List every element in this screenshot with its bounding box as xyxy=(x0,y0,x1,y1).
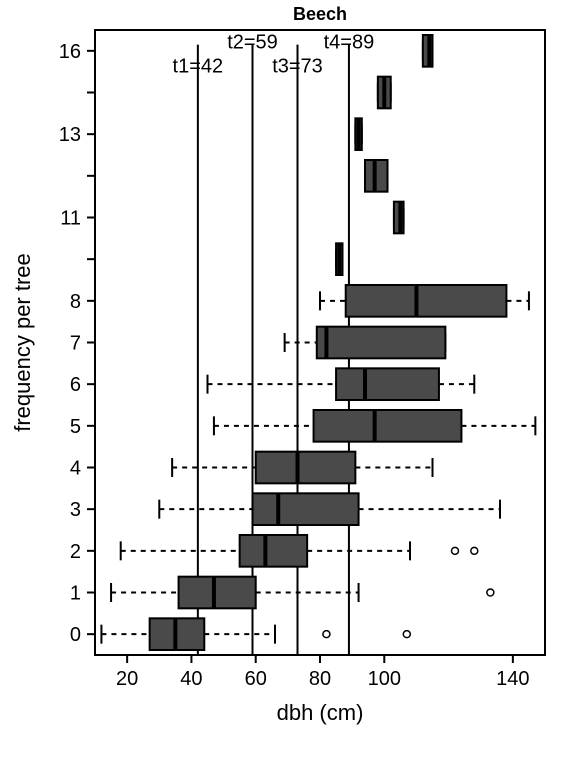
x-tick-label: 80 xyxy=(309,668,331,690)
y-tick-label: 4 xyxy=(70,458,81,480)
box xyxy=(253,493,359,525)
ref-label: t4=89 xyxy=(324,32,375,54)
y-tick-label: 6 xyxy=(70,374,81,396)
box xyxy=(240,535,308,567)
y-tick-label: 5 xyxy=(70,416,81,438)
x-tick-label: 40 xyxy=(180,668,202,690)
y-tick-label: 3 xyxy=(70,499,81,521)
box xyxy=(336,368,439,400)
ref-label: t3=73 xyxy=(272,56,323,78)
y-tick-label: 16 xyxy=(59,41,81,63)
outlier xyxy=(323,631,330,638)
chart-title: Beech xyxy=(293,4,347,24)
ref-label: t1=42 xyxy=(173,56,224,78)
y-tick-label: 0 xyxy=(70,624,81,646)
box xyxy=(179,577,256,609)
box xyxy=(314,410,462,442)
y-tick-label: 11 xyxy=(60,208,81,230)
x-axis-label: dbh (cm) xyxy=(277,700,364,725)
y-tick-label: 1 xyxy=(70,583,81,605)
beech-boxplot: 20 40 60 80 100 140 dbh (cm) 0 1 2 3 4 5 6 7 8 11 13 16 fre… xyxy=(0,0,570,760)
box xyxy=(256,452,356,484)
y-tick-label: 13 xyxy=(59,124,81,146)
outlier xyxy=(403,631,410,638)
box xyxy=(346,285,507,317)
x-tick-label: 100 xyxy=(368,668,401,690)
y-tick-label: 7 xyxy=(70,333,81,355)
x-tick-label: 140 xyxy=(496,668,529,690)
y-axis-label: frequency per tree xyxy=(10,253,35,432)
outlier xyxy=(487,589,494,596)
x-tick-label: 60 xyxy=(245,668,267,690)
outlier xyxy=(471,547,478,554)
y-tick-label: 8 xyxy=(70,291,81,313)
box xyxy=(317,327,446,359)
y-tick-label: 2 xyxy=(70,541,81,563)
outlier xyxy=(452,547,459,554)
ref-label: t2=59 xyxy=(227,32,278,54)
x-tick-label: 20 xyxy=(116,668,138,690)
